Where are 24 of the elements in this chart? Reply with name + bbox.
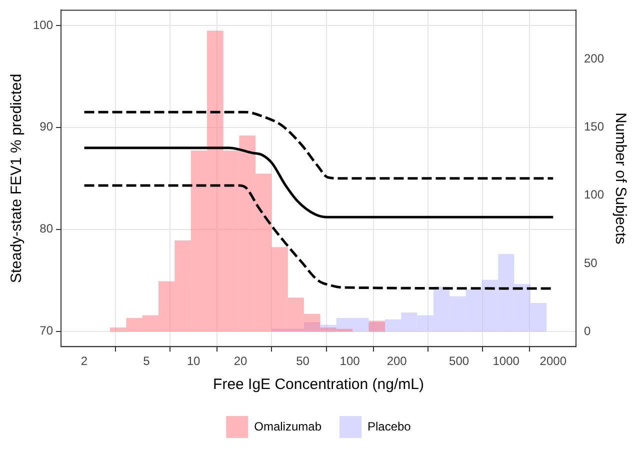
x-tick-label: 2 bbox=[80, 354, 88, 368]
legend-label: Placebo bbox=[367, 419, 412, 434]
y-tick-label: 90 bbox=[40, 120, 54, 134]
y-tick-label: 100 bbox=[32, 18, 54, 32]
y2-tick-label: 0 bbox=[584, 324, 591, 338]
x-tick-label: 50 bbox=[296, 354, 310, 368]
y2-tick-label: 150 bbox=[584, 120, 604, 134]
x-tick-label: 500 bbox=[449, 354, 470, 368]
x-tick-label: 10 bbox=[186, 354, 201, 368]
legend-label: Omalizumab bbox=[254, 419, 322, 434]
x-tick-label: 200 bbox=[386, 354, 408, 368]
y-axis-title: Steady-state FEV1 % predicted bbox=[8, 74, 26, 284]
x-tick-label: 1000 bbox=[492, 354, 520, 368]
y-tick-label: 70 bbox=[40, 324, 54, 338]
y-tick-label: 80 bbox=[40, 222, 54, 236]
y2-tick-label: 50 bbox=[584, 256, 598, 270]
y2-tick-label: 100 bbox=[584, 188, 604, 202]
x-tick-label: 2000 bbox=[540, 354, 567, 368]
x-tick-label: 20 bbox=[234, 354, 248, 368]
x-tick-label: 5 bbox=[143, 354, 150, 368]
y2-tick-label: 200 bbox=[584, 52, 604, 66]
x-axis-title: Free IgE Concentration (ng/mL) bbox=[213, 376, 424, 394]
x-tick-label: 100 bbox=[340, 354, 360, 368]
y2-axis-title: Number of Subjects bbox=[612, 112, 629, 244]
